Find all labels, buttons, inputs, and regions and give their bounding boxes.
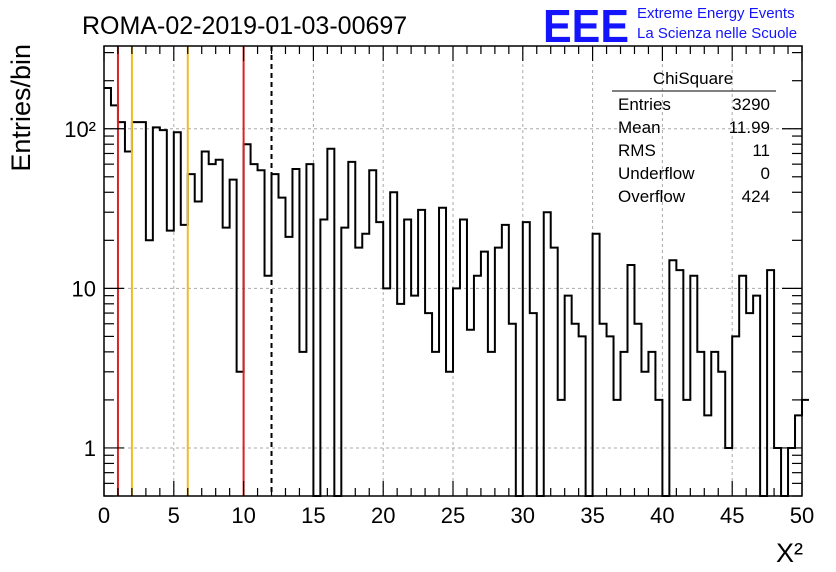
- stats-value: 11.99: [729, 118, 770, 137]
- eee-logo: EEE Extreme Energy Events La Scienza nel…: [543, 0, 797, 52]
- stats-box: ChiSquare Entries 3290 Mean 11.99 RMS 11 Under…: [612, 69, 776, 206]
- y-tick-label: 10²: [64, 117, 96, 142]
- x-tick-label: 30: [511, 503, 535, 528]
- grid: [104, 46, 802, 496]
- x-tick-label: 50: [790, 503, 814, 528]
- x-axis-title: X²: [776, 538, 803, 568]
- x-ticks: 0 5 10 15 20 25 30 35 40 45 50: [98, 46, 814, 528]
- chart-title: ROMA-02-2019-01-03-00697: [82, 12, 407, 40]
- stats-value: 3290: [732, 95, 770, 114]
- stats-label: Underflow: [618, 164, 695, 183]
- stats-value: 424: [742, 187, 770, 206]
- x-tick-label: 10: [231, 503, 255, 528]
- y-tick-label: 1: [84, 436, 96, 461]
- x-tick-label: 5: [168, 503, 180, 528]
- stats-value: 0: [761, 164, 770, 183]
- histogram-line: [104, 87, 809, 497]
- x-tick-label: 25: [441, 503, 465, 528]
- logo-line-2: La Scienza nelle Scuole: [637, 25, 797, 42]
- logo-line-1: Extreme Energy Events: [637, 5, 795, 22]
- x-tick-label: 15: [301, 503, 325, 528]
- stats-title: ChiSquare: [653, 69, 733, 88]
- x-tick-label: 45: [720, 503, 744, 528]
- eee-logo-mark: EEE: [543, 0, 629, 52]
- stats-label: RMS: [618, 141, 656, 160]
- x-tick-label: 0: [98, 503, 110, 528]
- stats-value: 11: [752, 141, 770, 160]
- stats-label: Mean: [618, 118, 661, 137]
- stats-label: Overflow: [618, 187, 686, 206]
- x-tick-label: 20: [371, 503, 395, 528]
- x-tick-label: 35: [580, 503, 604, 528]
- x-tick-label: 40: [650, 503, 674, 528]
- stats-label: Entries: [618, 95, 671, 114]
- y-tick-label: 10: [72, 276, 96, 301]
- y-axis-title: Entries/bin: [6, 44, 36, 172]
